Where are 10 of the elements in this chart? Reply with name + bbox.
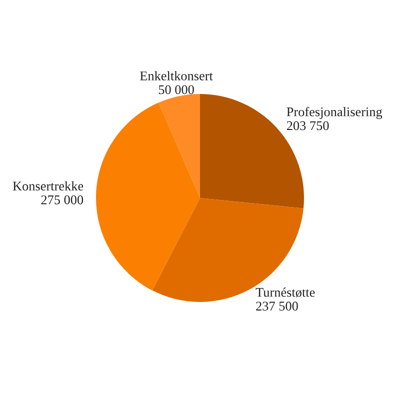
slice-label: Turnéstøtte [256,287,315,298]
slice-label: Profesjonalisering [286,106,382,120]
slice-label: Konsertrekke [12,181,84,191]
slice-label: Enkeltkonsert [140,71,213,80]
data-label: 50 000 [158,85,194,94]
data-label: 237 500 [256,302,298,311]
pie-slice [96,102,200,290]
data-label: 203 750 [286,121,329,130]
data-label: 275 000 [41,195,84,204]
pie-slice [158,94,200,198]
